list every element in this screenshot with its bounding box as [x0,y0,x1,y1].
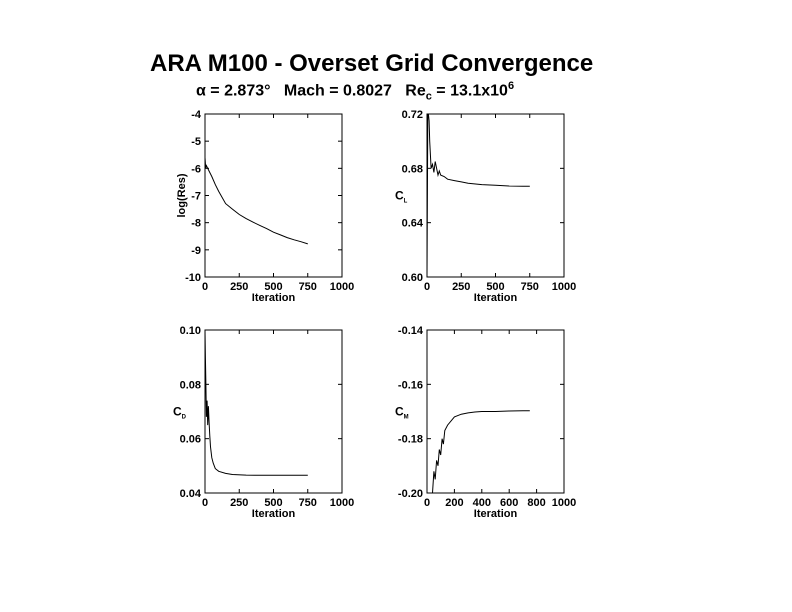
y-tick-label: -4 [191,109,202,121]
x-tick-label: 250 [230,281,248,293]
re-label: Re [405,82,426,100]
y-tick-label: -0.14 [398,325,424,337]
y-tick-label: -5 [191,136,201,148]
x-axis-label: Iteration [252,292,296,304]
chart-cd: 0 250 500 750 1000 0.04 0.06 0.08 0.10 Iteration C… [173,325,354,520]
y-tick-label: -0.18 [398,434,423,446]
plot-frame [204,329,343,494]
plot-frame [426,329,565,494]
y-tick-label: -6 [191,163,201,175]
y-tick-label: 0.68 [402,163,423,175]
x-axis-label: Iteration [474,508,518,520]
x-tick-label: 750 [521,281,539,293]
x-axis-label: Iteration [474,292,518,304]
series-line-cl [426,113,530,278]
x-tick-label: 0 [202,497,208,509]
x-tick-label: 500 [264,281,282,293]
x-axis-label: Iteration [252,508,296,520]
re-exponent: 6 [507,80,515,92]
chart-cl: 0 250 500 750 1000 0.60 0.64 0.68 0.72 Iteration C… [395,109,576,304]
y-axis-label: CM [395,405,409,421]
plot-frame [204,113,343,278]
x-tick-label: 1000 [552,497,576,509]
page-title: ARA M100 - Overset Grid Convergence [150,50,594,77]
x-tick-label: 600 [500,497,518,509]
chart-residual: 0 250 500 750 1000 -10 -9 -8 -7 -6 -5 -4 Iteration lo… [176,109,354,304]
x-tick-label: 1000 [330,281,354,293]
y-tick-label: 0.64 [402,218,424,230]
y-tick-label: -10 [185,272,201,284]
x-tick-label: 750 [299,281,317,293]
series-line-cm [427,410,530,494]
y-tick-label: 0.08 [180,379,201,391]
alpha-symbol: α [196,82,206,100]
y-axis-label: CD [173,405,187,421]
chart-cm: 0 200 400 600 800 1000 -0.20 -0.18 -0.16 -0.14 Ite… [395,325,576,520]
x-tick-label: 250 [452,281,470,293]
y-tick-label: 0.60 [402,272,423,284]
x-tick-label: 200 [445,497,463,509]
y-tick-label: 0.72 [402,109,423,121]
x-tick-label: 250 [230,497,248,509]
y-tick-label: -7 [191,191,201,203]
x-tick-label: 0 [424,497,430,509]
plot-frame [426,113,565,278]
y-axis-label: CL [395,189,408,205]
series-line-cd [204,329,308,476]
re-subscript: c [425,90,432,103]
y-tick-label: 0.10 [180,325,201,337]
x-tick-label: 750 [299,497,317,509]
y-axis-label-subscript: D [182,415,187,421]
y-axis-label: log(Res) [176,173,188,217]
x-tick-label: 500 [486,281,504,293]
x-tick-label: 1000 [552,281,576,293]
y-tick-label: -8 [191,218,201,230]
y-axis-label-subscript: M [404,415,409,421]
y-tick-label: -0.16 [398,379,423,391]
y-tick-label: 0.06 [180,434,201,446]
y-axis-label-subscript: L [404,199,408,205]
y-tick-label: -0.20 [398,488,423,500]
flow-conditions: α = 2.873° Mach = 0.8027 Rec = 13.1x106 [196,80,514,103]
series-line-residual [204,157,308,245]
re-value: = 13.1x10 [431,82,508,100]
x-tick-label: 500 [264,497,282,509]
x-tick-label: 0 [424,281,430,293]
y-tick-label: 0.04 [180,488,202,500]
x-tick-label: 0 [202,281,208,293]
x-tick-label: 400 [473,497,491,509]
alpha-value: = 2.873° [205,82,271,100]
x-tick-label: 800 [527,497,545,509]
mach-value: Mach = 0.8027 [283,82,392,100]
y-tick-label: -9 [191,245,201,257]
x-tick-label: 1000 [330,497,354,509]
